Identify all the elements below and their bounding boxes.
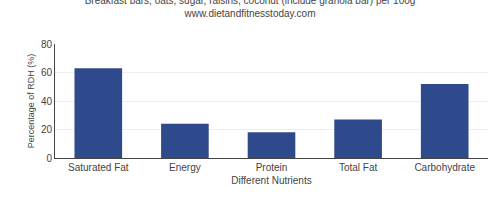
svg-text:Different Nutrients: Different Nutrients (231, 175, 311, 186)
svg-text:0: 0 (46, 153, 52, 164)
svg-text:20: 20 (41, 124, 53, 135)
svg-text:Energy: Energy (169, 162, 201, 173)
svg-text:Carbohydrate: Carbohydrate (414, 162, 475, 173)
svg-text:Breakfast bars, oats, sugar, r: Breakfast bars, oats, sugar, raisins, co… (85, 0, 416, 19)
svg-text:Saturated Fat: Saturated Fat (68, 162, 129, 173)
svg-text:Protein: Protein (256, 162, 288, 173)
svg-text:80: 80 (41, 39, 53, 50)
svg-text:Total Fat: Total Fat (339, 162, 378, 173)
svg-text:Percentage of RDH (%): Percentage of RDH (%) (26, 54, 36, 149)
svg-text:60: 60 (41, 67, 53, 78)
svg-text:40: 40 (41, 96, 53, 107)
